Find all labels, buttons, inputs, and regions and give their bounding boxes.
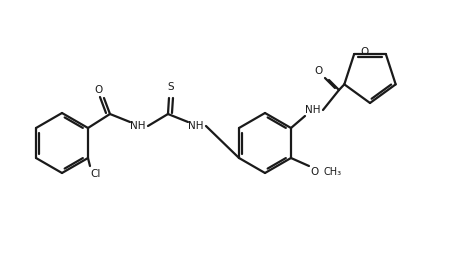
Text: Cl: Cl [91,169,101,179]
Text: O: O [311,167,319,177]
Text: NH: NH [305,105,321,115]
Text: O: O [360,47,368,57]
Text: NH: NH [130,121,146,131]
Text: CH₃: CH₃ [324,167,342,177]
Text: S: S [168,82,174,92]
Text: O: O [95,85,103,95]
Text: NH: NH [188,121,204,131]
Text: O: O [315,66,323,76]
